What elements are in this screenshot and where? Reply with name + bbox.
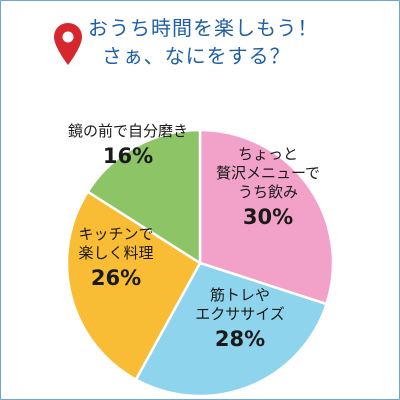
pie-slice-2: [134, 261, 329, 398]
slice-category-label: 筋トレや: [210, 286, 270, 304]
pie-slice-4: [85, 128, 202, 266]
map-pin-icon: [54, 23, 82, 65]
slice-category-label: 鏡の前で自分磨き: [68, 122, 188, 140]
slice-value-label: 30%: [243, 205, 293, 229]
slice-category-label: 楽しく料理: [78, 244, 153, 262]
slice-category-label: 贅沢メニューで: [216, 164, 320, 182]
slice-label-4: 鏡の前で自分磨き 16%: [68, 122, 188, 168]
pie-slice-3: [65, 190, 202, 382]
slice-category-label: エクササイズ: [195, 305, 285, 323]
slice-value-label: 16%: [103, 144, 153, 168]
chart-title: おうち時間を楽しもう！ さぁ、なにをする？: [88, 14, 388, 70]
title-line-2: さぁ、なにをする？: [102, 44, 291, 68]
slice-category-label: ちょっと: [238, 145, 298, 163]
slice-value-label: 28%: [215, 327, 265, 351]
slice-category-label: キッチンで: [78, 225, 153, 243]
slice-category-label: うち飲み: [238, 183, 298, 201]
slice-value-label: 26%: [91, 266, 141, 290]
pie-slice-1: [198, 128, 335, 306]
title-line-1: おうち時間を楽しもう！: [88, 16, 319, 40]
